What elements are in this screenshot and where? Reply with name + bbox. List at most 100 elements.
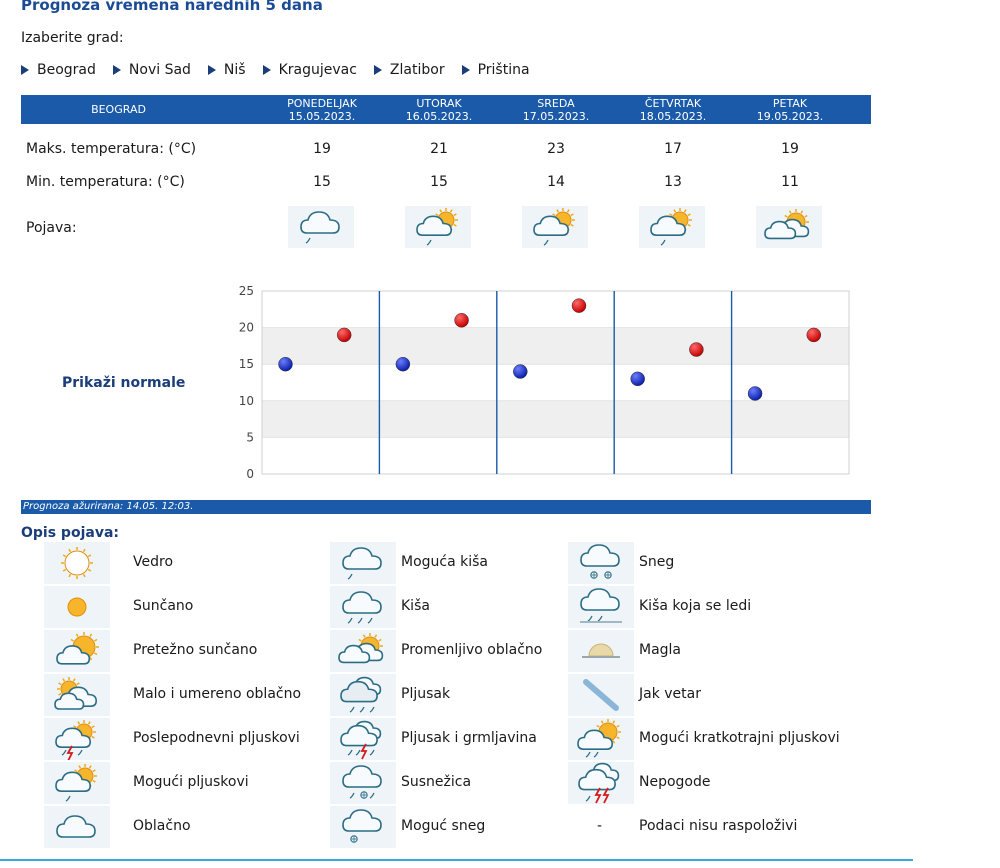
- possible-showers-icon: [522, 206, 588, 248]
- city-link-4[interactable]: Zlatibor: [373, 62, 445, 78]
- triangle-right-icon: [262, 65, 271, 75]
- city-link-label: Zlatibor: [389, 62, 445, 78]
- brief-showers-icon: [568, 718, 634, 760]
- header-day: UTORAK 16.05.2023.: [379, 95, 499, 124]
- header-city: BEOGRAD: [91, 103, 146, 116]
- header-day: ČETVRTAK 18.05.2023.: [613, 95, 733, 124]
- city-prompt: Izaberite grad:: [21, 30, 124, 46]
- legend-title: Opis pojava:: [21, 525, 119, 541]
- triangle-right-icon: [112, 65, 121, 75]
- legend-label: Moguća kiša: [401, 554, 489, 570]
- min-temp-value: 15: [430, 174, 448, 190]
- min-temp-value: 15: [313, 174, 331, 190]
- day-name: SREDA: [537, 96, 575, 110]
- min-temp-value: 13: [664, 174, 682, 190]
- legend-label: Jak vetar: [639, 686, 701, 702]
- variable-cloudy-icon: [330, 630, 396, 672]
- max-temp-value: 21: [430, 141, 448, 157]
- city-link-1[interactable]: Novi Sad: [112, 62, 191, 78]
- cloudy-icon: [44, 806, 110, 848]
- snow-icon: [568, 542, 634, 584]
- partly-cloudy-icon: [44, 674, 110, 716]
- max-temp-point: [806, 327, 822, 343]
- city-link-2[interactable]: Niš: [207, 62, 246, 78]
- day-date: 17.05.2023.: [522, 109, 590, 123]
- legend-label: Mogući kratkotrajni pljuskovi: [639, 730, 840, 746]
- triangle-right-icon: [21, 65, 29, 75]
- show-normals-link[interactable]: Prikaži normale: [62, 375, 186, 391]
- min-temp-point: [747, 386, 763, 401]
- mostly-sunny-icon: [44, 630, 110, 672]
- max-temp-value: 19: [313, 141, 331, 157]
- y-tick-label: 15: [239, 357, 254, 371]
- legend-label: Vedro: [133, 554, 174, 570]
- header-day: SREDA 17.05.2023.: [496, 95, 616, 124]
- max-temp-point: [689, 342, 704, 357]
- forecast-updated-text: Prognoza ažurirana: 14.05. 12:03.: [23, 501, 194, 512]
- thunderstorm-icon: [330, 718, 396, 760]
- legend-label: Pljusak i grmljavina: [401, 730, 537, 746]
- min-temp-point: [395, 356, 411, 372]
- min-temp-value: 11: [781, 174, 799, 190]
- triangle-right-icon: [207, 65, 216, 75]
- legend-label: Sunčano: [133, 598, 194, 614]
- legend-label: Pretežno sunčano: [133, 642, 258, 658]
- city-link-label: Priština: [477, 62, 530, 78]
- min-temp-value: 14: [547, 174, 565, 190]
- legend-label: Susnežica: [401, 774, 472, 790]
- y-tick-label: 10: [239, 394, 254, 408]
- min-temp-point: [278, 356, 293, 372]
- max-temp-label: Maks. temperatura: (°C): [26, 141, 197, 157]
- page-title: Prognoza vremena narednih 5 dana: [21, 0, 323, 14]
- rain-icon: [330, 586, 396, 628]
- sleet-icon: [330, 762, 396, 804]
- plot-border: [261, 290, 850, 475]
- legend-label: Magla: [639, 642, 682, 658]
- max-temp-point: [571, 298, 587, 313]
- legend-label: Malo i umereno oblačno: [133, 686, 302, 702]
- bottom-divider: [0, 859, 913, 861]
- legend-label: Nepogode: [639, 774, 711, 790]
- strong-wind-icon: [568, 674, 634, 716]
- y-tick-label: 0: [246, 467, 254, 481]
- city-link-0[interactable]: Beograd: [21, 62, 96, 78]
- legend-label: Kiša koja se ledi: [639, 598, 752, 614]
- clear-sky-icon: [44, 542, 110, 584]
- legend-label: Podaci nisu raspoloživi: [639, 818, 798, 834]
- shower-icon: [330, 674, 396, 716]
- legend-label: Mogući pljuskovi: [133, 774, 249, 790]
- city-link-label: Beograd: [37, 62, 96, 78]
- legend-label: Pljusak: [401, 686, 451, 702]
- freezing-rain-icon: [568, 586, 634, 628]
- possible-snow-icon: [330, 806, 396, 848]
- chart-band: [262, 400, 849, 438]
- possible-showers-icon: [44, 762, 110, 804]
- y-tick-label: 5: [246, 430, 254, 444]
- legend-label: Poslepodnevni pljuskovi: [133, 730, 300, 746]
- day-date: 18.05.2023.: [639, 109, 707, 123]
- header-day: PONEDELJAK 15.05.2023.: [262, 95, 382, 124]
- legend-label: Promenljivo oblačno: [401, 642, 543, 658]
- possible-rain-icon: [330, 542, 396, 584]
- city-selector: Beograd Novi Sad Niš Kragujevac Zlatibor Priš…: [21, 62, 547, 78]
- y-tick-label: 20: [239, 321, 254, 335]
- possible-rain-icon: [288, 206, 354, 248]
- forecast-header: BEOGRAD PONEDELJAK 15.05.2023. UTORAK 16.05…: [21, 95, 871, 124]
- day-name: ČETVRTAK: [644, 96, 702, 110]
- variable-cloudy-icon: [756, 206, 822, 248]
- possible-showers-icon: [405, 206, 471, 248]
- city-link-3[interactable]: Kragujevac: [262, 62, 357, 78]
- day-date: 15.05.2023.: [288, 109, 356, 123]
- legend-label: Sneg: [639, 554, 675, 570]
- day-name: PONEDELJAK: [287, 96, 357, 110]
- triangle-right-icon: [461, 65, 470, 75]
- max-temp-value: 19: [781, 141, 799, 157]
- city-link-label: Novi Sad: [128, 62, 191, 78]
- chart-band: [262, 327, 849, 365]
- y-tick-label: 25: [239, 284, 254, 298]
- severe-weather-icon: [568, 762, 634, 804]
- city-link-5[interactable]: Priština: [461, 62, 530, 78]
- day-name: UTORAK: [416, 96, 462, 110]
- day-date: 19.05.2023.: [756, 109, 824, 123]
- afternoon-showers-icon: [44, 718, 110, 762]
